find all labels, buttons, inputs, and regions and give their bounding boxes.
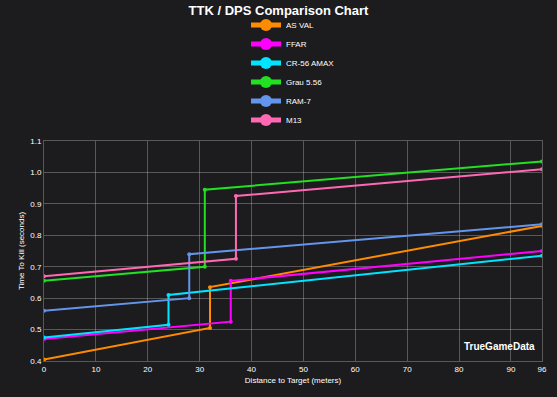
svg-text:Distance to Target (meters): Distance to Target (meters) bbox=[245, 376, 342, 385]
svg-text:1.0: 1.0 bbox=[30, 168, 42, 177]
svg-text:Grau 5.56: Grau 5.56 bbox=[286, 78, 322, 87]
svg-text:TTK / DPS Comparison Chart: TTK / DPS Comparison Chart bbox=[189, 3, 370, 18]
svg-text:90: 90 bbox=[506, 365, 515, 374]
svg-text:50: 50 bbox=[299, 365, 308, 374]
svg-text:10: 10 bbox=[91, 365, 100, 374]
svg-text:AS VAL: AS VAL bbox=[286, 21, 314, 30]
svg-text:RAM-7: RAM-7 bbox=[286, 97, 311, 106]
svg-text:30: 30 bbox=[195, 365, 204, 374]
svg-text:0.5: 0.5 bbox=[30, 325, 42, 334]
svg-text:20: 20 bbox=[143, 365, 152, 374]
svg-text:TrueGameData: TrueGameData bbox=[464, 341, 535, 352]
svg-text:0.4: 0.4 bbox=[30, 357, 42, 366]
svg-text:0.9: 0.9 bbox=[30, 200, 42, 209]
svg-text:0: 0 bbox=[42, 365, 47, 374]
svg-text:0.6: 0.6 bbox=[30, 294, 42, 303]
svg-text:60: 60 bbox=[351, 365, 360, 374]
svg-text:FFAR: FFAR bbox=[286, 40, 307, 49]
svg-text:0.7: 0.7 bbox=[30, 263, 42, 272]
svg-text:70: 70 bbox=[403, 365, 412, 374]
svg-text:0.8: 0.8 bbox=[30, 231, 42, 240]
svg-text:M13: M13 bbox=[286, 116, 302, 125]
svg-text:Time To Kill (seconds): Time To Kill (seconds) bbox=[17, 212, 26, 291]
svg-text:40: 40 bbox=[247, 365, 256, 374]
svg-text:80: 80 bbox=[455, 365, 464, 374]
svg-text:1.1: 1.1 bbox=[30, 137, 42, 146]
svg-text:CR-56 AMAX: CR-56 AMAX bbox=[286, 59, 334, 68]
svg-text:96: 96 bbox=[538, 365, 547, 374]
